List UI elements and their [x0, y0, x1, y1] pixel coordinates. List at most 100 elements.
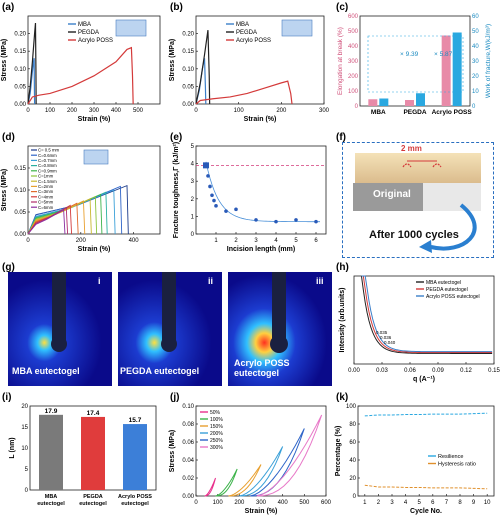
data-point — [294, 218, 298, 222]
y2-tick-label: 0 — [472, 104, 476, 110]
x-tick-label: 8 — [458, 500, 462, 506]
plot-frame — [195, 15, 325, 105]
bar-work-of-fracture — [452, 32, 462, 106]
y-tick-label: 0.00 — [182, 494, 194, 500]
healing-photo — [353, 153, 481, 253]
y-tick-label: 0.05 — [14, 84, 26, 90]
y-axis-label: Fracture toughness,Γ (kJ/m²) — [173, 142, 180, 238]
peak-annotation: 0.035 — [376, 330, 388, 335]
y-axis-label: Stress (MPa) — [169, 39, 176, 81]
legend-label: Acrylo POSS eutectogel — [426, 294, 480, 300]
x-tick-label: 200 — [234, 500, 245, 506]
legend-label: 150% — [210, 424, 223, 430]
category-label: eutectogel — [121, 501, 149, 507]
x-tick-label: 0.06 — [404, 368, 416, 374]
legend-label: PEGDA — [236, 30, 257, 36]
saxs-tag-ii: ii — [208, 276, 214, 286]
y-tick-label: 100 — [348, 89, 359, 95]
specimen-strip — [355, 153, 481, 185]
data-point — [214, 204, 218, 208]
y-tick-label: 1 — [191, 214, 195, 220]
beamstop-3 — [272, 272, 286, 342]
y2-tick-label: 60 — [472, 14, 479, 20]
x-tick-label: 200 — [67, 108, 78, 114]
y-tick-label: 600 — [348, 14, 359, 20]
x-axis-label: Cycle No. — [410, 508, 442, 515]
plot-frame — [353, 275, 495, 365]
clamp-left — [353, 183, 423, 211]
data-point — [224, 209, 228, 213]
legend-label: C=0.7mm — [38, 158, 57, 163]
ratio-bracket — [367, 35, 464, 93]
specimen-inset-icon — [115, 19, 147, 37]
y-tick-label: 4 — [191, 162, 195, 168]
y-tick-label: 0 — [353, 494, 357, 500]
notched-curve — [27, 209, 66, 235]
y-tick-label: 0 — [25, 488, 29, 494]
data-point — [314, 219, 318, 224]
x-tick-label: 600 — [321, 500, 332, 506]
hysteresis-loop — [250, 428, 305, 497]
legend-label: 200% — [210, 431, 223, 437]
hysteresis-loop — [239, 446, 284, 497]
y-tick-label: 0.05 — [14, 210, 26, 216]
data-point — [206, 174, 210, 178]
series-line — [364, 412, 488, 417]
hysteresis-loop — [204, 477, 216, 497]
legend-label: MBA — [236, 22, 249, 28]
intensity-curve — [361, 275, 493, 354]
y-tick-label: 10 — [21, 446, 28, 452]
y-tick-label: 0.20 — [14, 32, 26, 38]
plot-frame — [357, 405, 495, 497]
legend-label: C=0.6mm — [38, 153, 57, 158]
y-axis-label: Elongation at break (%) — [337, 27, 344, 95]
x-tick-label: 4 — [274, 238, 278, 244]
bar-L — [81, 416, 105, 490]
x-tick-label: 1 — [214, 238, 218, 244]
x-tick-label: 300 — [256, 500, 267, 506]
legend-label: C=1mm — [38, 174, 54, 179]
chart-i-bar-L: 0510152017.9MBAeutectogel17.4PEGDAeutect… — [9, 404, 157, 507]
caption-after-cycles: After 1000 cycles — [369, 229, 459, 241]
annotation-ratio: × 9.39 — [400, 51, 419, 58]
x-tick-label: 4 — [404, 500, 408, 506]
x-tick-label: 2 — [377, 500, 381, 506]
panel-j-label: (j) — [170, 392, 180, 403]
hysteresis-loop — [215, 468, 238, 497]
y-tick-label: 0.15 — [182, 49, 194, 55]
panel-k-label: (k) — [336, 392, 349, 403]
legend-label: Resilience — [438, 454, 463, 460]
x-tick-label: 200 — [76, 238, 87, 244]
peak-annotation: 0.040 — [384, 340, 396, 345]
x-tick-label: 400 — [111, 108, 122, 114]
intensity-curve — [361, 275, 493, 353]
x-tick-label: 5 — [418, 500, 422, 506]
y-axis-label: Stress (MPa) — [169, 430, 176, 472]
y-axis-label: Stress (MPa) — [1, 169, 8, 211]
hysteresis-loop — [256, 414, 323, 497]
chart-c-bar: 0 100 200 300 400 500 600 0 10 20 30 40 50 60 MBA PEGDA… — [337, 14, 492, 116]
legend-label: C= 0.5 mm — [38, 148, 60, 153]
y2-tick-label: 40 — [472, 44, 479, 50]
x-tick-label: 0.00 — [348, 368, 360, 374]
plot-frame — [359, 15, 471, 107]
y-tick-label: 0.08 — [182, 422, 194, 428]
x-tick-label: 0.15 — [488, 368, 500, 374]
panel-e-label: (e) — [170, 132, 183, 143]
y-tick-label: 0.05 — [182, 84, 194, 90]
y-tick-label: 0.00 — [182, 102, 194, 108]
x-tick-label: 500 — [133, 108, 144, 114]
data-point — [208, 184, 212, 189]
series-line-acrylo-poss — [195, 80, 293, 105]
category-label: eutectogel — [79, 501, 107, 507]
series-line-pegda — [195, 29, 211, 105]
x-axis-label: Strain (%) — [244, 116, 277, 123]
panel-g-saxs: i ii iii MBA eutectogel PEGDA eutectogel… — [8, 272, 332, 386]
series-line — [364, 484, 488, 490]
specimen-inset-icon — [83, 149, 109, 165]
bar-work-of-fracture — [379, 98, 389, 106]
y-tick-label: 5 — [191, 144, 195, 150]
x-tick-label: 0 — [194, 108, 198, 114]
plot-frame — [195, 145, 327, 235]
